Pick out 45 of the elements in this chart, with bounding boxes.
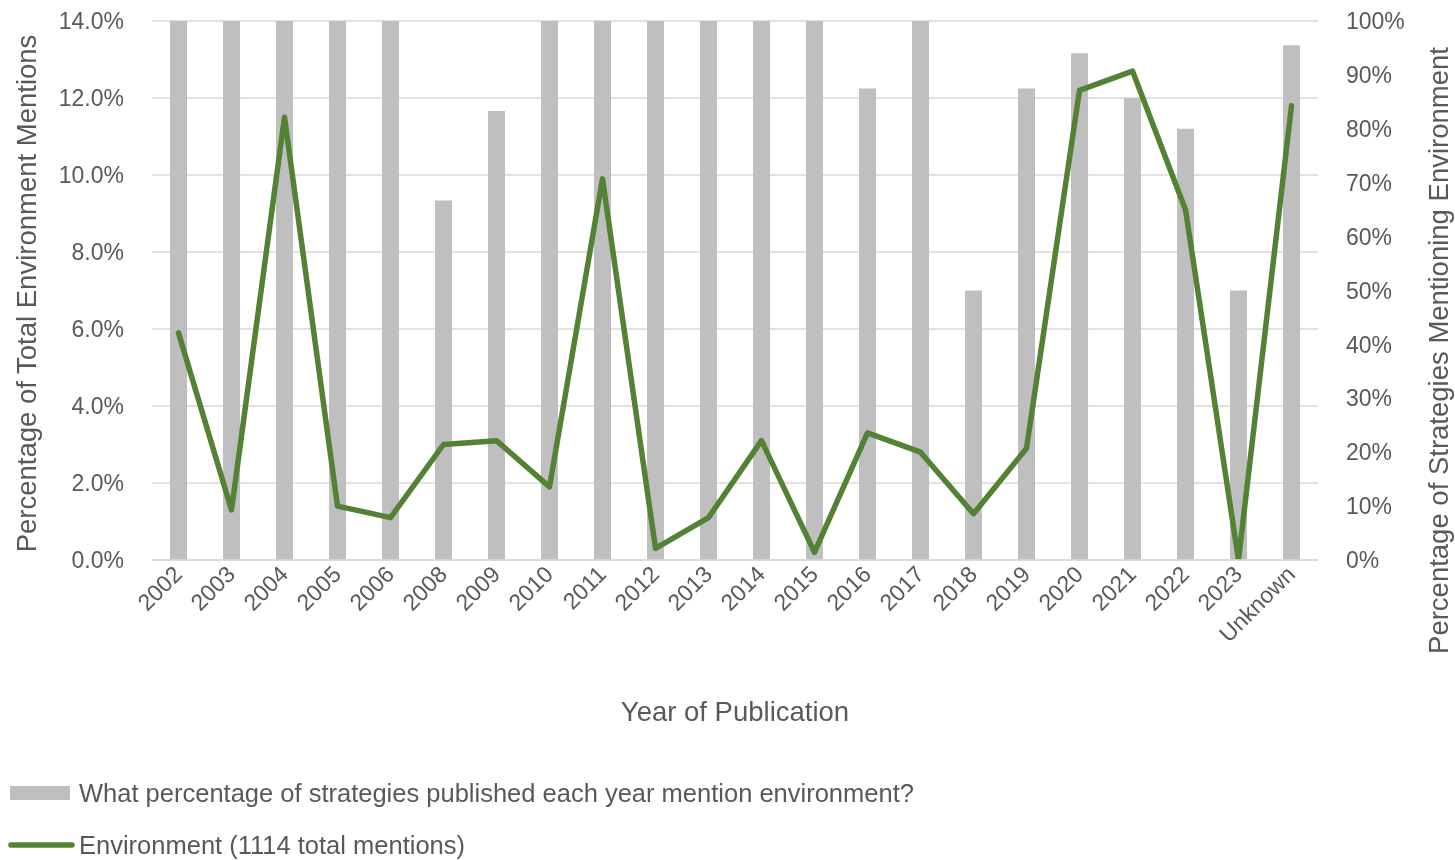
x-axis-title: Year of Publication xyxy=(620,695,850,727)
bar xyxy=(1124,98,1142,560)
y2-tick-label: 100% xyxy=(1346,8,1405,35)
bar xyxy=(1018,88,1036,560)
y2-tick-label: 90% xyxy=(1346,62,1393,89)
bar xyxy=(223,21,241,560)
bar xyxy=(1071,53,1089,560)
bar xyxy=(1283,45,1301,560)
y2-tick-label: 50% xyxy=(1346,277,1393,304)
y2-axis-title: Percentage of Strategies Mentioning Environment xyxy=(1422,46,1454,654)
bar xyxy=(647,21,665,560)
legend-label: Environment (1114 total mentions) xyxy=(79,830,465,860)
y-tick-label: 14.0% xyxy=(58,8,124,35)
y-tick-label: 0.0% xyxy=(71,547,124,574)
bar xyxy=(965,290,983,560)
legend-label: What percentage of strategies published each year mention environment? xyxy=(79,778,914,808)
y2-tick-label: 0% xyxy=(1346,547,1380,574)
y-tick-label: 2.0% xyxy=(71,470,124,497)
y2-tick-label: 60% xyxy=(1346,223,1393,250)
bar xyxy=(1177,128,1195,560)
bar xyxy=(753,21,771,560)
y2-tick-label: 20% xyxy=(1346,439,1393,466)
y-tick-label: 10.0% xyxy=(58,162,124,189)
y-tick-label: 6.0% xyxy=(71,316,124,343)
y2-tick-label: 30% xyxy=(1346,385,1393,412)
bar xyxy=(859,88,877,560)
bar xyxy=(912,21,930,560)
y-tick-label: 4.0% xyxy=(71,393,124,420)
bar xyxy=(382,21,400,560)
bar xyxy=(488,111,506,560)
bar xyxy=(435,200,453,560)
bar xyxy=(700,21,718,560)
y2-tick-label: 70% xyxy=(1346,169,1393,196)
y-tick-label: 12.0% xyxy=(58,85,124,112)
y2-tick-label: 80% xyxy=(1346,115,1393,142)
bar xyxy=(170,21,188,560)
y-axis-title: Percentage of Total Environment Mentions xyxy=(10,34,42,553)
y2-tick-label: 40% xyxy=(1346,331,1393,358)
bar xyxy=(541,21,559,560)
bar xyxy=(806,21,824,560)
y-tick-label: 8.0% xyxy=(71,239,124,266)
bar xyxy=(594,21,612,560)
bar xyxy=(276,21,294,560)
y2-tick-label: 10% xyxy=(1346,493,1393,520)
bar xyxy=(329,21,347,560)
